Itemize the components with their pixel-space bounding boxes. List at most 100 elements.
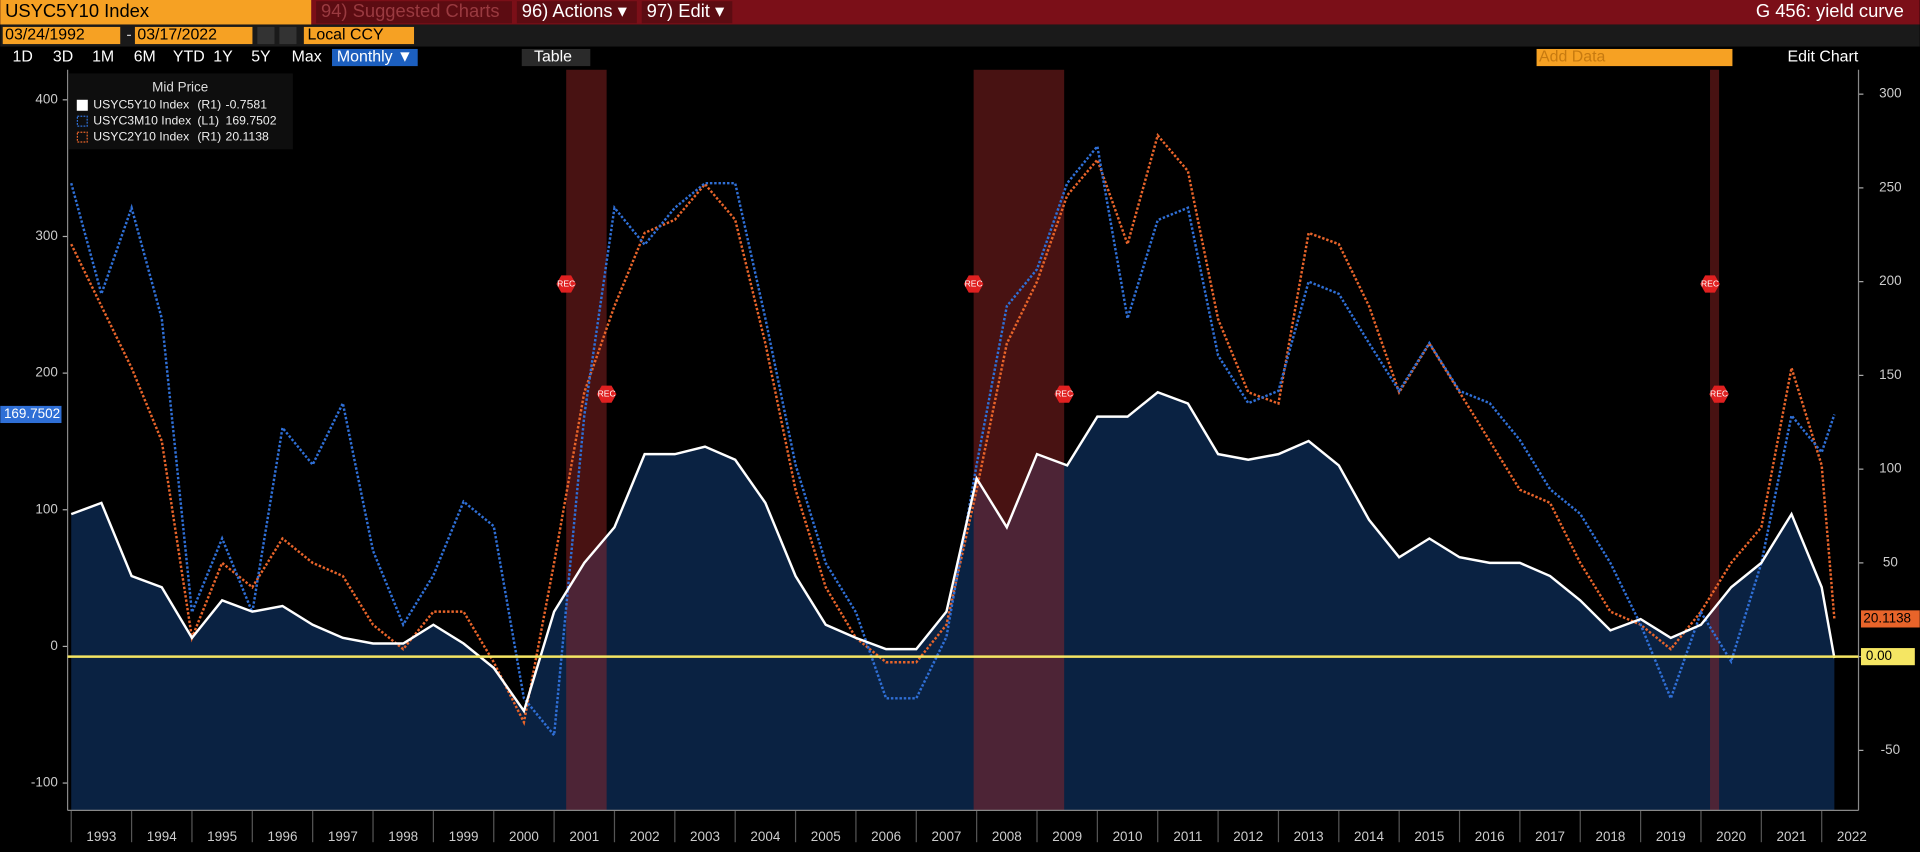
- x-tick-label: 2000: [509, 829, 539, 844]
- period-button[interactable]: YTD: [173, 49, 205, 66]
- edit-button[interactable]: [641, 1, 733, 24]
- x-tick-label: 2011: [1173, 829, 1202, 844]
- legend-axis: (R1): [197, 98, 221, 112]
- x-tick-label: 2016: [1475, 829, 1505, 844]
- legend-axis: (R1): [197, 129, 221, 143]
- y2-tick-label: 100: [1879, 461, 1901, 476]
- y-tick-label: 0: [50, 638, 57, 653]
- legend-axis: (L1): [197, 113, 219, 127]
- period-button[interactable]: 5Y: [251, 49, 271, 66]
- edit-chart[interactable]: Edit Chart: [1788, 49, 1859, 66]
- y2-tick-label: -50: [1881, 742, 1900, 757]
- series-line: [70, 390, 1836, 714]
- x-tick-label: 2002: [630, 829, 660, 844]
- x-tick-label: 2009: [1052, 829, 1082, 844]
- actions-button[interactable]: [516, 1, 637, 24]
- x-tick-label: 2022: [1837, 829, 1867, 844]
- currency-box[interactable]: [303, 26, 415, 45]
- y-tick-label: 100: [35, 501, 57, 516]
- ticker: USYC5Y10 Index: [5, 0, 149, 21]
- legend-value: 169.7502: [226, 113, 277, 127]
- legend-name: USYC5Y10 Index: [93, 98, 189, 112]
- y2-tick-label: 150: [1879, 367, 1901, 382]
- recession-label: REC: [965, 278, 983, 288]
- x-tick-label: 1999: [449, 829, 479, 844]
- suggested: 94) Suggested Charts: [321, 0, 500, 21]
- legend-box: [68, 73, 293, 150]
- actions: 96) Actions ▾: [522, 0, 627, 21]
- x-tick-label: 2015: [1414, 829, 1444, 844]
- x-tick-label: 2006: [871, 829, 901, 844]
- last-value-label: 169.7502: [4, 406, 60, 421]
- y2-tick-label: 250: [1879, 179, 1901, 194]
- legend-value: 20.1138: [226, 129, 270, 143]
- x-tick-label: 2004: [750, 829, 780, 844]
- function-name: G 456: yield curve: [1756, 0, 1904, 21]
- x-tick-label: 2003: [690, 829, 720, 844]
- x-tick-label: 2005: [811, 829, 841, 844]
- period-button[interactable]: 1D: [13, 49, 33, 66]
- x-tick-label: 2001: [569, 829, 599, 844]
- x-tick-label: 2012: [1233, 829, 1263, 844]
- start-date: 03/24/1992: [5, 27, 85, 44]
- currency: Local CCY: [308, 27, 384, 44]
- y2-tick-label: 300: [1879, 86, 1901, 101]
- start-date-box[interactable]: [2, 26, 121, 45]
- recession-label: REC: [557, 278, 575, 288]
- last-value-badge: [0, 405, 62, 424]
- x-tick-label: 2010: [1113, 829, 1143, 844]
- reference-badge: [1860, 648, 1915, 666]
- recession-marker: [963, 275, 984, 293]
- x-tick-label: 2014: [1354, 829, 1384, 844]
- recession-marker: [1054, 385, 1074, 403]
- x-tick-label: 1998: [388, 829, 418, 844]
- legend-value: -0.7581: [226, 98, 268, 112]
- legend-title: Mid Price: [152, 80, 208, 95]
- add-data-box[interactable]: [1536, 48, 1733, 67]
- recession-band: [1710, 69, 1720, 811]
- recession-label: REC: [1701, 278, 1719, 288]
- x-tick-label: 2021: [1777, 829, 1807, 844]
- frequency-box[interactable]: [332, 48, 418, 67]
- period-button[interactable]: 1Y: [213, 49, 233, 66]
- period-button[interactable]: 3D: [53, 49, 73, 66]
- x-tick-label: 2017: [1535, 829, 1565, 844]
- reference-label: 0.00: [1866, 648, 1892, 663]
- period-button[interactable]: 6M: [134, 49, 156, 66]
- x-tick-label: 2018: [1595, 829, 1625, 844]
- legend-swatch: [76, 115, 88, 127]
- period-button[interactable]: 1M: [92, 49, 114, 66]
- legend-swatch: [76, 131, 88, 143]
- last-value-label: 20.1138: [1863, 610, 1911, 625]
- last-value-badge: [1860, 610, 1920, 628]
- add-data: Add Data: [1539, 49, 1605, 66]
- edit: 97) Edit ▾: [647, 0, 725, 21]
- y-tick-label: 300: [35, 228, 57, 243]
- prev-button[interactable]: [257, 26, 275, 45]
- next-button[interactable]: [279, 26, 297, 45]
- y-tick-label: 400: [35, 91, 57, 106]
- end-date-box[interactable]: [134, 26, 253, 45]
- period-button[interactable]: Max: [292, 49, 322, 66]
- table-button[interactable]: [521, 48, 591, 67]
- y2-tick-label: 50: [1883, 554, 1898, 569]
- date-bar: [0, 24, 1920, 47]
- legend-name: USYC3M10 Index: [93, 113, 191, 127]
- x-tick-label: 2020: [1716, 829, 1746, 844]
- recession-marker: [556, 275, 576, 293]
- x-tick-label: 1993: [86, 829, 116, 844]
- recession-band: [566, 69, 607, 811]
- recession-label: REC: [1055, 388, 1073, 398]
- recession-label: REC: [1710, 388, 1728, 398]
- end-date: 03/17/2022: [137, 27, 217, 44]
- legend-swatch: [76, 99, 88, 111]
- series-line: [70, 143, 1836, 739]
- legend-name: USYC2Y10 Index: [93, 129, 189, 143]
- x-tick-label: 1996: [268, 829, 298, 844]
- series-line: [70, 132, 1836, 727]
- recession-marker: [1709, 385, 1729, 403]
- suggested-button[interactable]: [316, 1, 512, 24]
- ticker-box[interactable]: [0, 0, 312, 25]
- x-tick-label: 2008: [992, 829, 1022, 844]
